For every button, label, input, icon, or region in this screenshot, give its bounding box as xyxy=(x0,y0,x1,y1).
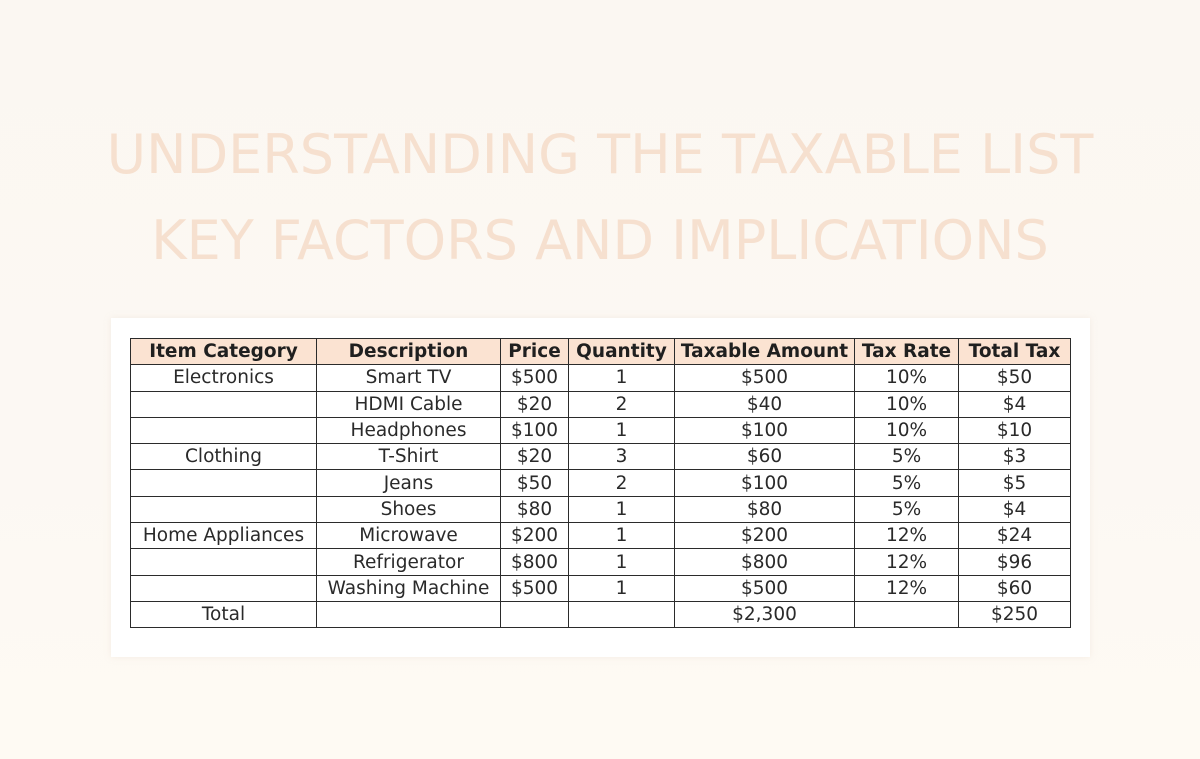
table-cell xyxy=(130,574,317,602)
table-row: Clothing T-Shirt $20 3 $60 5% $3 xyxy=(130,443,1071,471)
table-cell: $800 xyxy=(674,548,855,576)
table-cell: $80 xyxy=(674,495,855,524)
table-cell: $200 xyxy=(500,522,569,550)
table-cell: $100 xyxy=(500,416,569,445)
page-title: UNDERSTANDING THE TAXABLE LIST KEY FACTO… xyxy=(0,112,1200,284)
table-cell: $50 xyxy=(958,364,1071,392)
table-cell: $60 xyxy=(958,574,1071,602)
table-cell: Refrigerator xyxy=(316,548,501,576)
table-cell: $10 xyxy=(958,416,1071,445)
column-header: Tax Rate xyxy=(854,337,959,366)
table-body: Electronics Smart TV $500 1 $500 10% $50 HDMI C… xyxy=(130,364,1071,629)
table-cell: 12% xyxy=(854,522,959,550)
table-row: Home Appliances Microwave $200 1 $200 12% $24 xyxy=(130,522,1071,550)
table-cell: $2,300 xyxy=(674,600,855,629)
table-cell: $96 xyxy=(958,548,1071,576)
table-cell: 5% xyxy=(854,469,959,497)
table-cell: $500 xyxy=(674,574,855,602)
title-line-2: KEY FACTORS AND IMPLICATIONS xyxy=(151,209,1049,272)
table-cell: $4 xyxy=(958,390,1071,418)
table-cell: $250 xyxy=(958,600,1071,629)
table-cell: Microwave xyxy=(316,522,501,550)
table-cell: $50 xyxy=(500,469,569,497)
table-cell: $20 xyxy=(500,443,569,471)
table-cell: 1 xyxy=(568,495,675,524)
table-row: Washing Machine $500 1 $500 12% $60 xyxy=(130,574,1071,602)
table-cell: 10% xyxy=(854,390,959,418)
table-cell xyxy=(130,390,317,418)
table-cell: $80 xyxy=(500,495,569,524)
table-cell xyxy=(316,600,501,629)
table-header-row: Item Category Description Price Quantity… xyxy=(130,337,1071,366)
table-cell: Shoes xyxy=(316,495,501,524)
table-cell: $60 xyxy=(674,443,855,471)
table-row: Jeans $50 2 $100 5% $5 xyxy=(130,469,1071,497)
table-cell: $3 xyxy=(958,443,1071,471)
table-row: HDMI Cable $20 2 $40 10% $4 xyxy=(130,390,1071,418)
table-cell: 1 xyxy=(568,522,675,550)
table-cell: Smart TV xyxy=(316,364,501,392)
table-cell: 1 xyxy=(568,364,675,392)
table-cell xyxy=(130,548,317,576)
column-header: Quantity xyxy=(568,337,675,366)
table-cell: $200 xyxy=(674,522,855,550)
table-cell: 10% xyxy=(854,364,959,392)
table-cell: $500 xyxy=(500,364,569,392)
table-cell: 2 xyxy=(568,469,675,497)
taxable-list-table: Item Category Description Price Quantity… xyxy=(130,337,1071,629)
table-cell: 1 xyxy=(568,416,675,445)
table-cell: 1 xyxy=(568,574,675,602)
table-row: Headphones $100 1 $100 10% $10 xyxy=(130,416,1071,445)
table-cell: T-Shirt xyxy=(316,443,501,471)
table-cell xyxy=(130,495,317,524)
table-cell: $5 xyxy=(958,469,1071,497)
table-cell: Washing Machine xyxy=(316,574,501,602)
column-header: Total Tax xyxy=(958,337,1071,366)
table-cell: Jeans xyxy=(316,469,501,497)
total-row: Total $2,300 $250 xyxy=(130,600,1071,629)
column-header: Description xyxy=(316,337,501,366)
column-header: Item Category xyxy=(130,337,317,366)
table-cell: 12% xyxy=(854,574,959,602)
table-cell: Clothing xyxy=(130,443,317,471)
table-cell: HDMI Cable xyxy=(316,390,501,418)
table-cell: $100 xyxy=(674,416,855,445)
table-cell: 5% xyxy=(854,443,959,471)
table-cell: Electronics xyxy=(130,364,317,392)
table-card: Item Category Description Price Quantity… xyxy=(111,318,1090,657)
table-cell: $500 xyxy=(674,364,855,392)
table-cell xyxy=(500,600,569,629)
title-line-1: UNDERSTANDING THE TAXABLE LIST xyxy=(106,123,1094,186)
table-row: Refrigerator $800 1 $800 12% $96 xyxy=(130,548,1071,576)
table-cell xyxy=(130,416,317,445)
table-cell: $40 xyxy=(674,390,855,418)
table-cell xyxy=(568,600,675,629)
table-cell: $100 xyxy=(674,469,855,497)
table-cell: 2 xyxy=(568,390,675,418)
column-header: Taxable Amount xyxy=(674,337,855,366)
table-cell xyxy=(130,469,317,497)
table-row: Electronics Smart TV $500 1 $500 10% $50 xyxy=(130,364,1071,392)
table-cell: 12% xyxy=(854,548,959,576)
table-cell xyxy=(854,600,959,629)
table-cell: $24 xyxy=(958,522,1071,550)
table-cell: 1 xyxy=(568,548,675,576)
table-cell: Headphones xyxy=(316,416,501,445)
table-cell: $800 xyxy=(500,548,569,576)
table-cell: 10% xyxy=(854,416,959,445)
table-cell: 3 xyxy=(568,443,675,471)
column-header: Price xyxy=(500,337,569,366)
table-row: Shoes $80 1 $80 5% $4 xyxy=(130,495,1071,524)
table-cell: Home Appliances xyxy=(130,522,317,550)
table-cell: Total xyxy=(130,600,317,629)
table-cell: $4 xyxy=(958,495,1071,524)
table-cell: $20 xyxy=(500,390,569,418)
table-cell: $500 xyxy=(500,574,569,602)
table-cell: 5% xyxy=(854,495,959,524)
